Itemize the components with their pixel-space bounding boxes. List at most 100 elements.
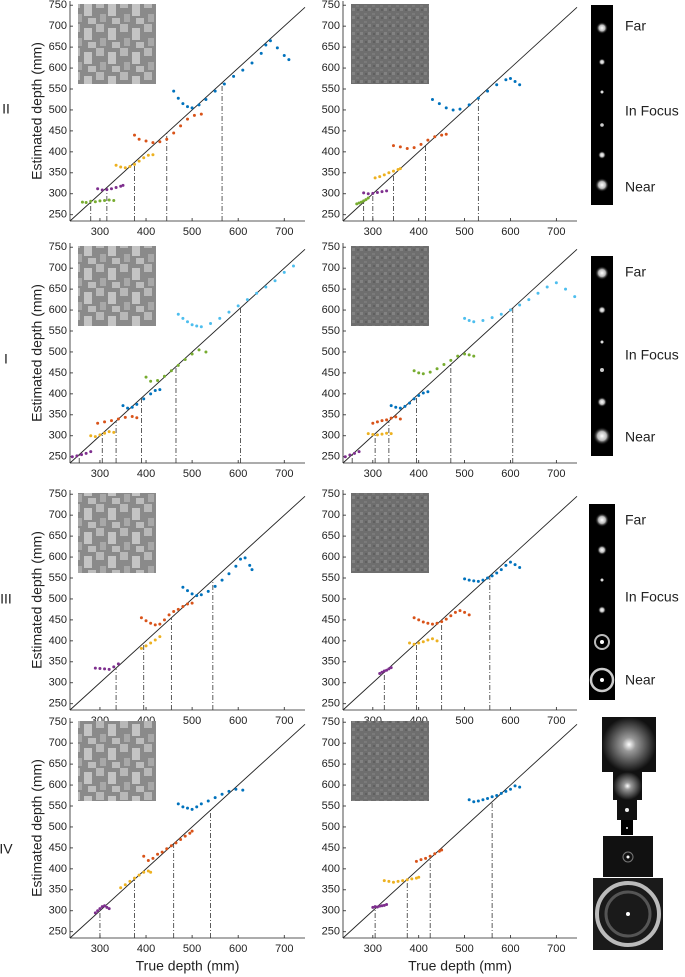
point — [197, 348, 201, 352]
point — [162, 374, 166, 378]
point — [103, 904, 107, 908]
y-tick-label: 700 — [49, 737, 67, 749]
point — [156, 378, 160, 382]
point — [181, 102, 185, 106]
point — [227, 572, 231, 576]
y-tick-label: 550 — [49, 572, 67, 584]
point — [130, 414, 134, 418]
point — [355, 202, 359, 206]
psf-label: Near — [625, 672, 656, 688]
point — [146, 153, 150, 157]
point — [430, 622, 434, 626]
point — [513, 79, 517, 83]
x-tick-label: 700 — [275, 943, 293, 955]
y-tick-label: 550 — [322, 325, 340, 337]
y-tick-label: 400 — [322, 388, 340, 400]
point — [169, 844, 173, 848]
point — [190, 352, 194, 356]
point — [151, 856, 155, 860]
point — [98, 667, 102, 671]
point — [109, 419, 113, 423]
point — [190, 601, 194, 605]
point — [181, 604, 185, 608]
point — [378, 904, 382, 908]
point — [426, 390, 430, 394]
point — [508, 560, 512, 564]
point — [536, 291, 540, 295]
point — [518, 83, 522, 87]
point — [440, 620, 444, 624]
x-tick-label: 700 — [547, 943, 565, 955]
y-tick-label: 350 — [322, 884, 340, 896]
point — [190, 807, 194, 811]
point — [206, 589, 210, 593]
point — [96, 909, 100, 913]
point — [144, 375, 148, 379]
point — [149, 379, 153, 383]
point — [234, 787, 238, 791]
y-tick-label: 600 — [322, 62, 340, 74]
point — [486, 89, 490, 93]
point — [96, 421, 100, 425]
point — [378, 672, 382, 676]
y-tick-label: 500 — [322, 104, 340, 116]
point — [107, 198, 111, 202]
point — [137, 873, 141, 877]
y-tick-label: 450 — [49, 125, 67, 137]
point — [412, 397, 416, 401]
point — [149, 870, 153, 874]
y-tick-label: 250 — [322, 926, 340, 938]
x-tick-label: 600 — [229, 943, 247, 955]
point — [417, 618, 421, 622]
y-tick-label: 550 — [49, 800, 67, 812]
x-tick-label: 700 — [275, 715, 293, 727]
point — [245, 298, 249, 302]
y-tick-label: 700 — [49, 262, 67, 274]
point — [236, 304, 240, 308]
point — [391, 880, 395, 884]
point — [385, 418, 389, 422]
point — [100, 905, 104, 909]
y-tick-label: 650 — [49, 758, 67, 770]
point — [371, 191, 375, 195]
psf-strip — [591, 5, 613, 205]
point — [424, 856, 428, 860]
point — [352, 451, 356, 455]
point — [112, 198, 116, 202]
y-axis-label: Estimated depth (mm) — [29, 284, 45, 422]
point — [186, 105, 189, 109]
x-tick-label: 500 — [183, 226, 201, 238]
point — [156, 852, 160, 856]
point — [199, 325, 203, 329]
point — [405, 878, 409, 882]
x-tick-label: 300 — [91, 226, 109, 238]
point — [398, 417, 402, 421]
y-tick-label: 400 — [322, 635, 340, 647]
point — [408, 401, 412, 405]
y-tick-label: 500 — [322, 593, 340, 605]
point — [135, 402, 139, 406]
y-tick-label: 750 — [322, 0, 340, 11]
point — [133, 876, 137, 880]
point — [481, 798, 485, 802]
point — [162, 618, 166, 622]
x-tick-label: 600 — [229, 715, 247, 727]
point — [186, 602, 189, 606]
point — [151, 141, 155, 145]
point — [486, 576, 490, 580]
x-tick-label: 700 — [275, 468, 293, 480]
point — [451, 108, 455, 112]
identity-line — [342, 6, 578, 222]
point — [80, 453, 84, 457]
y-tick-label: 750 — [49, 488, 67, 500]
point — [428, 370, 432, 374]
point — [222, 82, 226, 86]
x-tick-label: 400 — [137, 943, 155, 955]
x-tick-label: 700 — [547, 468, 565, 480]
y-tick-label: 600 — [49, 551, 67, 563]
point — [421, 620, 425, 624]
texture-inset — [351, 493, 429, 573]
y-tick-label: 600 — [49, 779, 67, 791]
point — [389, 404, 393, 408]
